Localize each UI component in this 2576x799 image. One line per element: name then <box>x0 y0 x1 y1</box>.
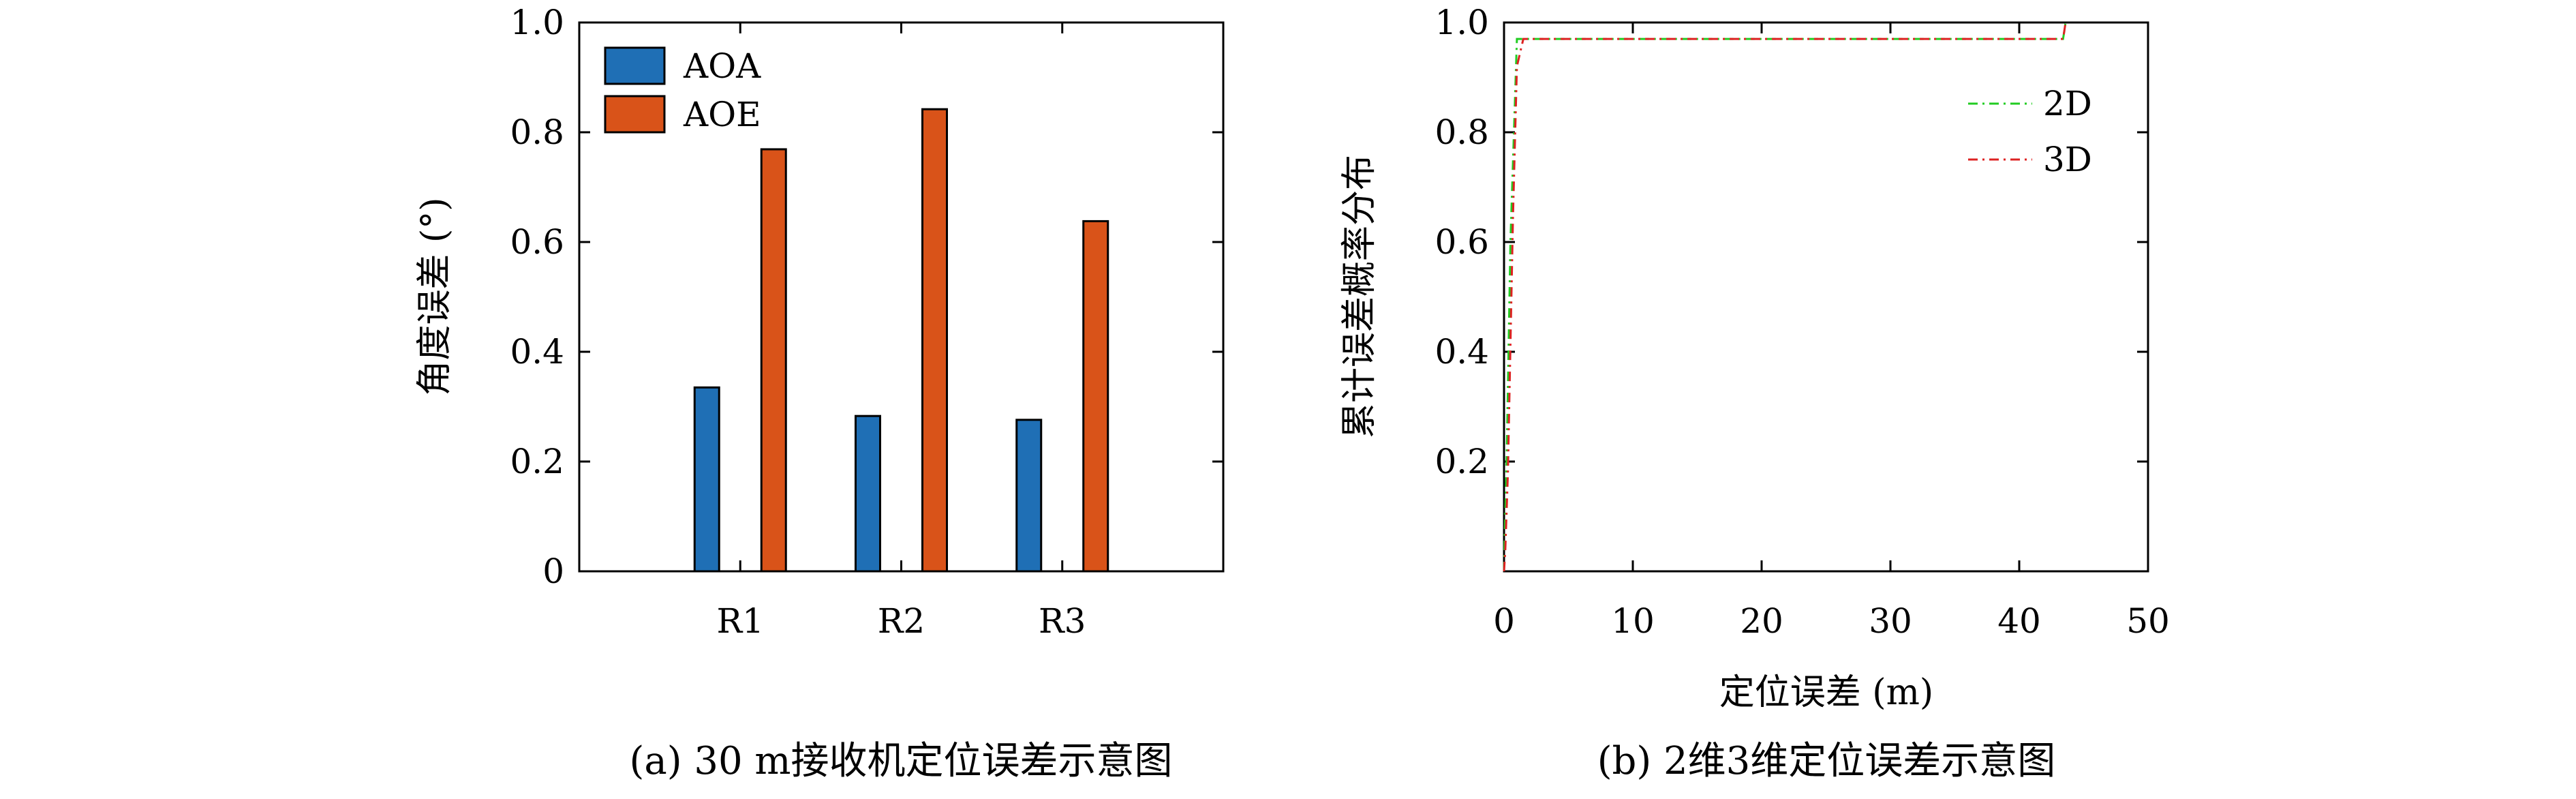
cdf-chart-y-ticks: 0.2 0.4 0.6 0.8 1.0 <box>1435 3 2148 481</box>
y-tick-label: 0.4 <box>510 332 564 372</box>
bar-chart-bars <box>693 108 1109 573</box>
x-tick-label: 10 <box>1611 601 1655 641</box>
bar-aoa-r3 <box>1015 419 1043 573</box>
legend-label-3d: 3D <box>2043 140 2092 179</box>
cdf-chart-plot-frame <box>1503 21 2149 573</box>
y-tick-label: 1.0 <box>510 3 564 42</box>
cdf-chart-x-ticks: 0 10 20 30 40 50 <box>1493 22 2170 641</box>
y-tick-label: 0.2 <box>1435 442 1489 481</box>
cdf-chart-caption: (b) 2维3维定位误差示意图 <box>1597 739 2056 783</box>
cdf-chart-x-axis-label: 定位误差 (m) <box>1719 672 1933 713</box>
bar-aoe-r1 <box>760 148 787 573</box>
bar-chart-x-ticks: R1 R2 R3 <box>717 22 1086 641</box>
y-tick-label: 0.8 <box>1435 112 1489 152</box>
x-tick-label: 20 <box>1740 601 1783 641</box>
cdf-line-3d <box>1503 22 2067 572</box>
legend-label-aoa: AOA <box>683 46 761 86</box>
y-tick-label: 0.8 <box>510 112 564 152</box>
bar-chart-plot-frame <box>578 21 1225 573</box>
bar-aoe-r2 <box>921 108 948 573</box>
cdf-chart-lines <box>1503 22 2067 572</box>
bar-aoa-r2 <box>855 414 881 573</box>
x-tick-label: R2 <box>878 601 925 641</box>
cdf-line-2d <box>1503 22 2067 572</box>
bar-chart-caption: (a) 30 m接收机定位误差示意图 <box>629 739 1172 783</box>
legend-label-aoe: AOE <box>683 95 761 134</box>
bar-aoa-r1 <box>693 386 720 573</box>
x-tick-label: 50 <box>2126 601 2170 641</box>
legend-swatch-aoe <box>604 95 666 134</box>
x-tick-label: 0 <box>1493 601 1515 641</box>
y-tick-label: 0.6 <box>510 222 564 262</box>
x-tick-label: R1 <box>717 601 764 641</box>
bar-chart-y-axis-label: 角度误差 (°) <box>414 197 455 395</box>
y-tick-label: 0 <box>542 552 564 591</box>
bar-chart-legend: AOA AOE <box>604 46 761 134</box>
legend-label-2d: 2D <box>2043 84 2092 123</box>
bar-chart-y-ticks: 0 0.2 0.4 0.6 0.8 1.0 <box>510 3 1223 591</box>
y-tick-label: 0.6 <box>1435 222 1489 262</box>
x-tick-label: 30 <box>1869 601 1912 641</box>
cdf-chart-y-axis-label: 累计误差概率分布 <box>1339 155 1380 438</box>
bar-aoe-r3 <box>1082 220 1109 573</box>
legend-swatch-aoa <box>604 46 666 85</box>
y-tick-label: 1.0 <box>1435 3 1489 42</box>
y-tick-label: 0.4 <box>1435 332 1489 372</box>
y-tick-label: 0.2 <box>510 442 564 481</box>
x-tick-label: R3 <box>1039 601 1086 641</box>
x-tick-label: 40 <box>1997 601 2041 641</box>
